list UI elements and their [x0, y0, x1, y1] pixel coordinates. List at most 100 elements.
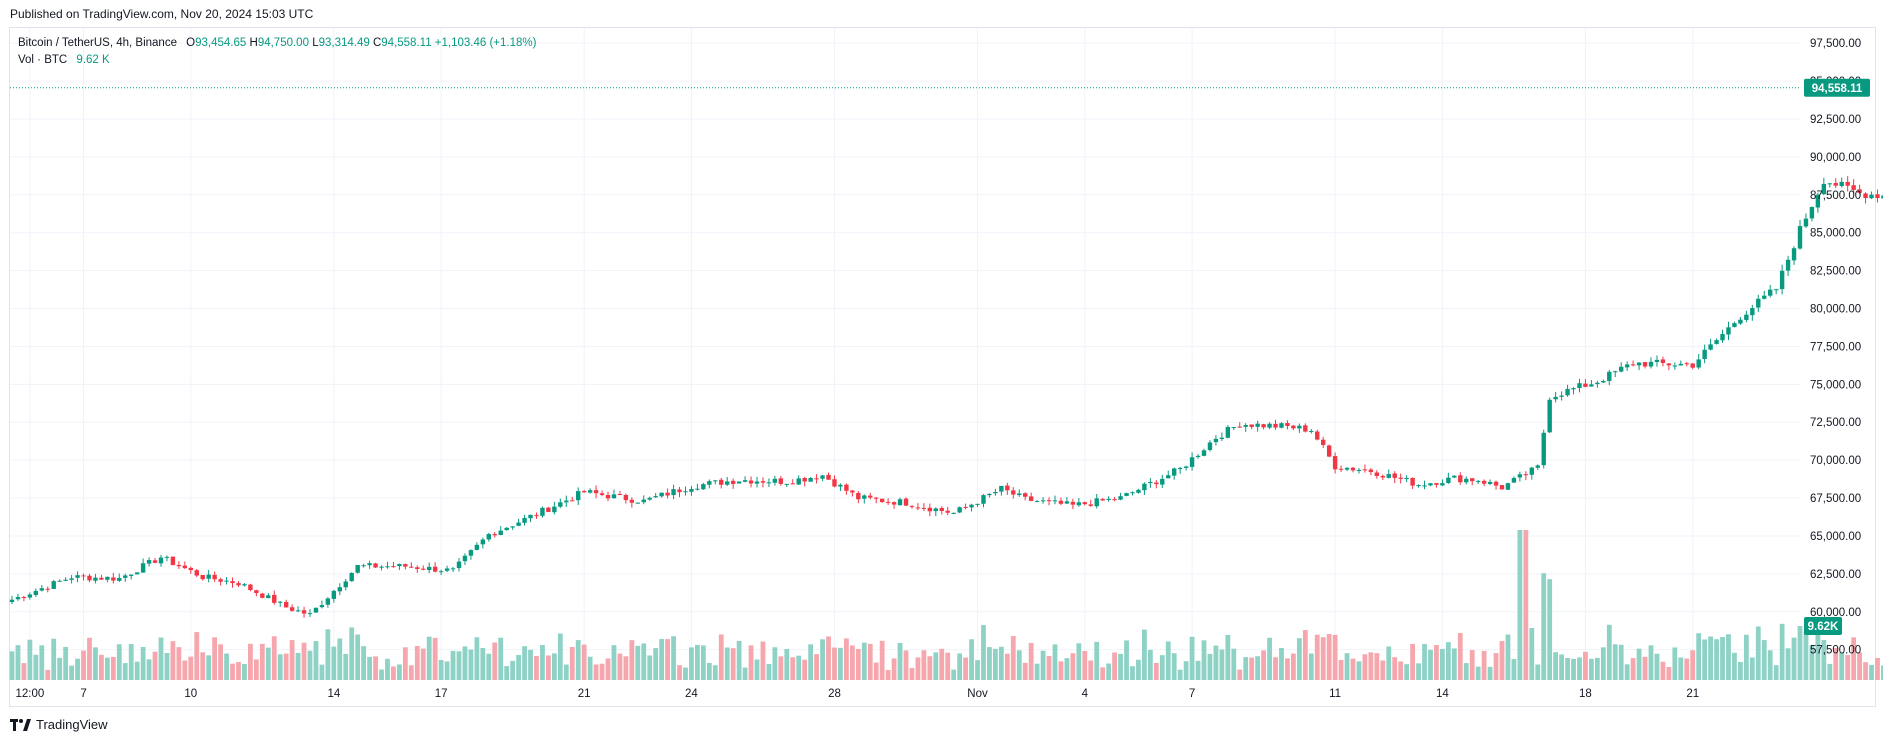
candle-body: [1702, 349, 1707, 360]
volume-bar: [1636, 648, 1642, 680]
volume-bar: [1445, 642, 1451, 680]
candle-body: [1297, 425, 1302, 429]
candle-body: [1118, 496, 1123, 500]
volume-bar: [1481, 650, 1487, 680]
volume-bar: [915, 657, 921, 680]
volume-bar: [1511, 659, 1517, 680]
volume-bar: [1827, 663, 1833, 680]
volume-bar: [1416, 663, 1421, 680]
volume-bar: [1469, 650, 1475, 680]
candle-body: [999, 485, 1004, 492]
volume-bar: [1398, 661, 1404, 680]
candle-body: [379, 566, 384, 568]
candle-body: [587, 490, 593, 493]
volume-bar: [1100, 667, 1106, 680]
volume-bar: [790, 657, 796, 680]
volume-label[interactable]: Vol · BTC: [18, 54, 68, 66]
candle-body: [105, 576, 110, 580]
candle-body: [1541, 432, 1546, 466]
candle-body: [474, 544, 480, 550]
volume-bar: [39, 645, 45, 680]
volume-bar: [855, 648, 861, 680]
volume-bar: [724, 647, 730, 680]
candle-body: [254, 590, 259, 594]
volume-bar: [301, 642, 307, 680]
candle-body: [1493, 481, 1499, 486]
candle-body: [1452, 475, 1457, 478]
candle-body: [1338, 468, 1344, 470]
candle-body: [1815, 194, 1821, 208]
candle-body: [1374, 472, 1380, 476]
volume-bar: [921, 650, 927, 680]
volume-bar: [766, 663, 772, 680]
candle-body: [1833, 183, 1838, 186]
volume-bar: [146, 659, 152, 680]
volume-bar: [1356, 661, 1362, 680]
candle-body: [117, 578, 122, 581]
volume-bar: [909, 667, 915, 680]
candle-body: [1809, 207, 1815, 219]
volume-bar: [1529, 627, 1535, 680]
volume-bar: [516, 654, 521, 680]
volume-bar: [1076, 643, 1082, 680]
volume-bar: [736, 640, 742, 680]
candle-body: [570, 500, 575, 502]
volume-bar: [635, 645, 641, 680]
volume-bar: [1797, 626, 1803, 680]
candles: [9, 176, 1883, 618]
candle-body: [742, 480, 748, 482]
price-tick-label: 82,500.00: [1810, 266, 1861, 278]
volume-bar: [951, 669, 957, 680]
price-tick-label: 67,500.00: [1810, 493, 1861, 505]
volume-bar: [575, 640, 581, 680]
candle-body: [93, 577, 98, 581]
volume-bar: [33, 654, 39, 680]
candle-body: [748, 480, 754, 484]
volume-bar: [87, 637, 92, 680]
time-tick-label: 7: [80, 688, 86, 700]
candle-body: [1225, 426, 1231, 438]
volume-bar: [1219, 649, 1225, 680]
volume-bar: [1058, 661, 1064, 680]
candle-body: [707, 481, 712, 485]
volume-bar: [152, 651, 158, 680]
candle-body: [933, 508, 938, 512]
volume-bar: [1386, 646, 1392, 680]
candle-body: [367, 563, 372, 566]
volume-bar: [1147, 649, 1153, 680]
candle-body: [1660, 359, 1666, 363]
symbol-label[interactable]: Bitcoin / TetherUS, 4h, Binance: [18, 37, 177, 49]
volume-bar: [665, 639, 670, 680]
candle-body: [260, 593, 265, 598]
candle-body: [1726, 327, 1731, 335]
candle-body: [1863, 193, 1868, 199]
volume-bar: [1517, 530, 1523, 680]
volume-bar: [987, 647, 992, 680]
candle-body: [355, 565, 360, 573]
volume-bar: [1839, 652, 1845, 680]
volume-bar: [557, 633, 563, 680]
tradingview-logo[interactable]: TradingView: [10, 717, 108, 732]
candle-body: [576, 491, 581, 501]
candle-body: [981, 495, 986, 504]
candle-body: [432, 566, 438, 572]
candle-body: [534, 515, 539, 517]
volume-bar: [99, 654, 104, 680]
volume-bar: [814, 654, 819, 680]
candle-body: [1058, 500, 1064, 504]
candle-body: [1422, 485, 1427, 487]
candle-body: [1803, 218, 1809, 227]
candle-body: [1177, 468, 1183, 470]
volume-bar: [605, 658, 611, 680]
candle-body: [546, 507, 551, 512]
time-tick-label: 14: [327, 688, 340, 700]
candle-body: [939, 507, 944, 511]
volume-bar: [1630, 658, 1636, 680]
candle-body: [1368, 469, 1374, 473]
volume-bar: [259, 643, 265, 680]
volume-bar: [1136, 659, 1141, 680]
candle-body: [1321, 439, 1326, 445]
volume-bar: [1708, 636, 1713, 680]
volume-bar: [1553, 652, 1559, 680]
